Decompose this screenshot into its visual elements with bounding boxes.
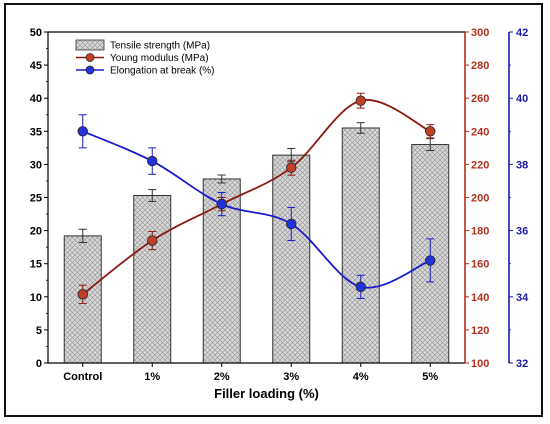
young-modulus-line xyxy=(82,99,431,296)
elongation-point-3 xyxy=(286,218,297,230)
elongation-point-5 xyxy=(425,255,436,266)
right1-tick-label-7: 240 xyxy=(471,126,489,138)
left-tick-label-10: 50 xyxy=(30,27,42,39)
right1-tick-label-2: 140 xyxy=(471,292,489,304)
legend-swatch-marker-2 xyxy=(85,65,95,75)
left-tick-label-9: 45 xyxy=(30,60,42,72)
right1-tick-label-0: 100 xyxy=(471,358,489,370)
right1-tick-label-6: 220 xyxy=(471,159,489,171)
young-modulus-point-0 xyxy=(77,289,88,300)
elongation-point-2 xyxy=(216,198,227,210)
x-tick-label-1: 1% xyxy=(144,371,160,383)
bar-tensile-4 xyxy=(341,127,380,364)
elongation-point-0 xyxy=(77,126,88,137)
x-tick-label-0: Control xyxy=(63,371,102,383)
x-axis-title: Filler loading (%) xyxy=(214,386,319,401)
right1-tick-label-8: 260 xyxy=(471,93,489,105)
left-tick-label-2: 10 xyxy=(30,292,42,304)
elongation-point-4 xyxy=(355,281,366,293)
right1-tick-label-10: 300 xyxy=(471,27,489,39)
x-tick-label-4: 4% xyxy=(353,371,369,383)
legend-entry-1: Young modulus (MPa) xyxy=(110,53,209,64)
bar-tensile-3 xyxy=(272,154,311,364)
left-tick-label-7: 35 xyxy=(30,126,42,138)
legend-swatch-marker-1 xyxy=(85,53,95,62)
left-tick-label-3: 15 xyxy=(30,259,42,271)
right2-tick-label-3: 38 xyxy=(516,159,528,171)
bar-tensile-1 xyxy=(133,195,172,364)
right2-tick-label-0: 32 xyxy=(516,358,528,370)
right2-tick-label-1: 34 xyxy=(516,292,529,304)
young-modulus-point-3 xyxy=(286,162,297,173)
x-tick-label-5: 5% xyxy=(422,371,438,383)
right2-tick-label-2: 36 xyxy=(516,226,528,238)
right1-tick-label-4: 180 xyxy=(471,226,489,238)
right1-tick-label-5: 200 xyxy=(471,193,489,205)
young-modulus-point-5 xyxy=(425,126,436,137)
x-tick-label-2: 2% xyxy=(214,371,230,383)
right1-tick-label-3: 160 xyxy=(471,259,489,271)
young-modulus-point-4 xyxy=(355,95,366,106)
right2-tick-label-5: 42 xyxy=(516,27,528,39)
legend-entry-2: Elongation at break (%) xyxy=(110,66,215,77)
left-tick-label-6: 30 xyxy=(30,159,42,171)
legend-swatch-tensile xyxy=(75,39,105,51)
legend-entry-0: Tensile strength (MPa) xyxy=(110,41,210,52)
left-tick-label-5: 25 xyxy=(30,193,42,205)
left-tick-label-8: 40 xyxy=(30,93,42,105)
young-modulus-point-1 xyxy=(147,235,158,246)
left-tick-label-0: 0 xyxy=(36,358,42,370)
x-tick-label-3: 3% xyxy=(283,371,299,383)
right2-tick-label-4: 40 xyxy=(516,93,528,105)
elongation-point-1 xyxy=(147,155,158,167)
right1-tick-label-1: 120 xyxy=(471,325,489,337)
left-tick-label-4: 20 xyxy=(30,226,42,238)
right1-tick-label-9: 280 xyxy=(471,60,489,72)
left-tick-label-1: 5 xyxy=(36,325,42,337)
